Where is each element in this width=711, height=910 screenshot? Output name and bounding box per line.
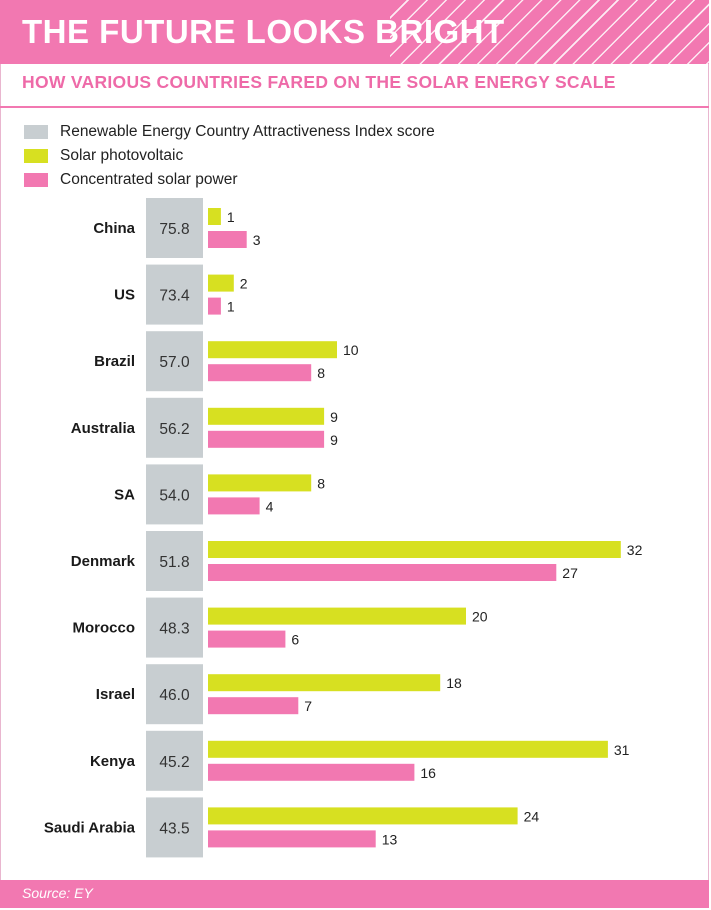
csp-bar-us [208, 297, 221, 315]
pv-value-us: 2 [240, 276, 248, 292]
csp-value-morocco: 6 [291, 632, 299, 648]
pv-bar-china [208, 208, 221, 225]
country-label-us: US [114, 287, 135, 304]
pv-bar-us [208, 274, 234, 292]
index-box-australia [146, 397, 203, 458]
index-score-china: 75.8 [159, 221, 189, 238]
index-score-us: 73.4 [159, 288, 190, 305]
country-label-sa: SA [114, 486, 135, 503]
pv-value-denmark: 32 [627, 542, 643, 558]
country-label-morocco: Morocco [72, 620, 135, 637]
csp-value-brazil: 8 [317, 365, 325, 381]
page-title: THE FUTURE LOOKS BRIGHT [22, 13, 505, 50]
index-score-israel: 46.0 [159, 687, 190, 704]
pv-bar-morocco [208, 607, 466, 625]
csp-bar-israel [208, 697, 299, 715]
index-box-morocco [146, 597, 203, 658]
pv-bar-israel [208, 674, 441, 692]
legend-label-pv: Solar photovoltaic [60, 147, 184, 164]
index-score-denmark: 51.8 [159, 554, 189, 571]
csp-value-saudi-arabia: 13 [382, 831, 398, 847]
footer-bar: Source: EY [0, 880, 709, 908]
index-score-australia: 56.2 [159, 421, 189, 438]
index-box-israel [146, 664, 203, 725]
legend-swatch-csp [24, 173, 48, 187]
csp-bar-china [208, 231, 247, 248]
csp-value-us: 1 [227, 299, 235, 315]
legend-label-csp: Concentrated solar power [60, 171, 238, 188]
legend: Renewable Energy Country Attractiveness … [24, 120, 435, 192]
pv-value-brazil: 10 [343, 342, 359, 358]
pv-value-morocco: 20 [472, 609, 488, 625]
header-banner: THE FUTURE LOOKS BRIGHT [0, 0, 709, 64]
pv-value-israel: 18 [446, 675, 462, 691]
index-box-us [146, 264, 203, 325]
legend-item-index: Renewable Energy Country Attractiveness … [24, 120, 435, 144]
csp-bar-morocco [208, 630, 286, 648]
pv-bar-brazil [208, 341, 337, 359]
csp-bar-saudi-arabia [208, 830, 376, 848]
legend-swatch-index [24, 125, 48, 139]
csp-bar-denmark [208, 564, 557, 581]
country-label-saudi-arabia: Saudi Arabia [44, 819, 136, 836]
index-score-saudi-arabia: 43.5 [159, 820, 189, 837]
index-box-brazil [146, 331, 203, 392]
index-score-brazil: 57.0 [159, 354, 190, 371]
pv-value-saudi-arabia: 24 [524, 808, 540, 824]
legend-item-csp: Concentrated solar power [24, 168, 435, 192]
chart-subtitle: HOW VARIOUS COUNTRIES FARED ON THE SOLAR… [22, 72, 616, 92]
csp-value-sa: 4 [266, 498, 274, 514]
index-score-sa: 54.0 [159, 487, 190, 504]
pv-value-australia: 9 [330, 409, 338, 425]
country-label-china: China [93, 220, 135, 237]
index-box-sa [146, 464, 203, 525]
country-label-australia: Australia [71, 420, 136, 437]
pv-value-china: 1 [227, 209, 235, 225]
csp-value-australia: 9 [330, 432, 338, 448]
legend-item-pv: Solar photovoltaic [24, 144, 435, 168]
pv-bar-kenya [208, 740, 608, 758]
index-score-morocco: 48.3 [159, 621, 189, 638]
country-label-israel: Israel [96, 686, 135, 703]
csp-bar-kenya [208, 763, 415, 781]
csp-value-denmark: 27 [562, 565, 578, 581]
index-box-china [146, 198, 203, 258]
csp-value-china: 3 [253, 232, 261, 248]
header-stripes [390, 0, 709, 64]
pv-bar-sa [208, 474, 312, 492]
csp-bar-brazil [208, 364, 312, 382]
csp-bar-sa [208, 497, 260, 515]
legend-swatch-pv [24, 149, 48, 163]
index-score-kenya: 45.2 [159, 754, 189, 771]
pv-bar-denmark [208, 541, 621, 558]
subtitle-divider [0, 106, 709, 108]
legend-label-index: Renewable Energy Country Attractiveness … [60, 123, 435, 140]
csp-value-kenya: 16 [420, 765, 436, 781]
index-box-saudi-arabia [146, 797, 203, 858]
csp-value-israel: 7 [304, 698, 312, 714]
pv-bar-australia [208, 407, 325, 425]
index-box-kenya [146, 730, 203, 791]
pv-bar-saudi-arabia [208, 807, 518, 825]
country-label-kenya: Kenya [90, 753, 136, 770]
csp-bar-australia [208, 430, 325, 448]
pv-value-kenya: 31 [614, 742, 630, 758]
source-note: Source: EY [22, 885, 93, 901]
pv-value-sa: 8 [317, 475, 325, 491]
country-label-denmark: Denmark [71, 553, 136, 570]
index-box-denmark [146, 531, 203, 591]
country-label-brazil: Brazil [94, 353, 135, 370]
